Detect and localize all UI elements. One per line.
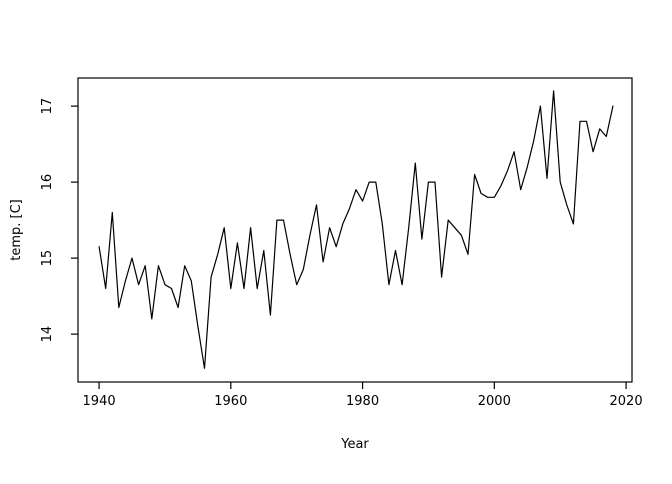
- x-axis-tick-label: 2020: [610, 394, 643, 409]
- x-axis-tick-label: 1960: [214, 394, 247, 409]
- x-axis-tick-label: 1980: [346, 394, 379, 409]
- y-axis-tick-label: 17: [40, 98, 55, 115]
- y-axis: 14 15 16 17: [40, 98, 78, 343]
- x-axis-title: Year: [340, 437, 369, 452]
- x-axis-tick-label: 1940: [83, 394, 116, 409]
- x-axis: 1940 1960 1980 2000 2020: [83, 382, 643, 409]
- x-axis-tick-label: 2000: [478, 394, 511, 409]
- plot-border: [77, 77, 633, 383]
- temperature-line: [98, 90, 614, 369]
- y-axis-title: temp. [C]: [9, 199, 24, 261]
- y-axis-tick-label: 15: [40, 250, 55, 267]
- y-axis-tick-label: 14: [40, 326, 55, 343]
- y-axis-tick-label: 16: [40, 174, 55, 191]
